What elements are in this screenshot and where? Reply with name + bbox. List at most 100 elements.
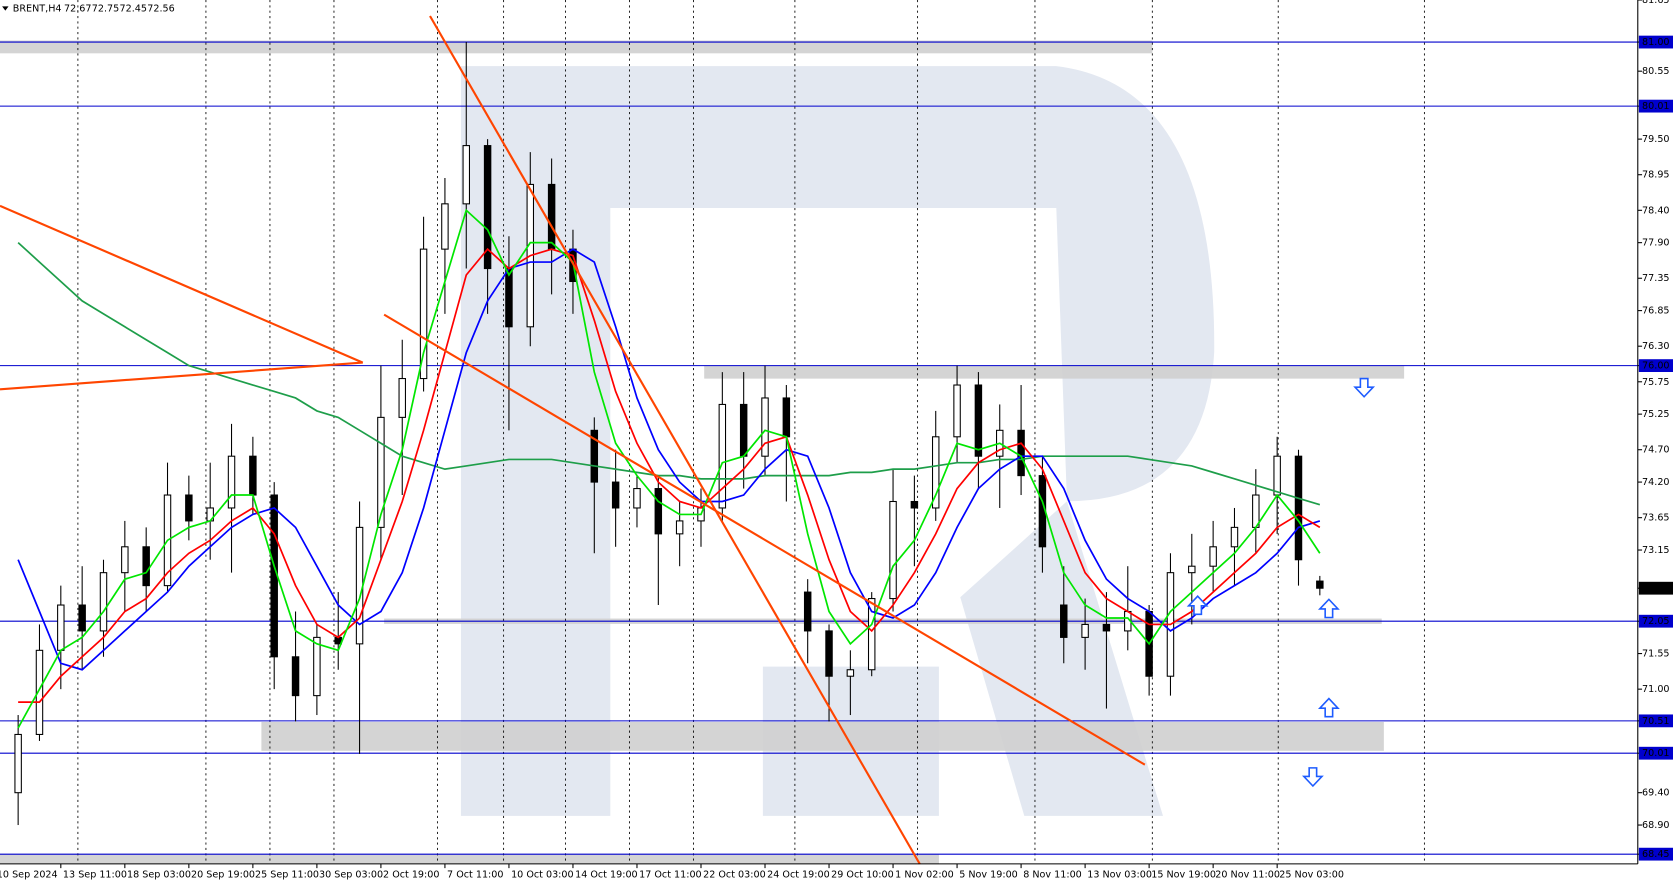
- y-tick-label: 79.50: [1642, 134, 1669, 145]
- y-tick-box: [1638, 746, 1673, 760]
- x-tick-label: 20 Nov 11:00: [1215, 870, 1280, 881]
- candle-body: [547, 183, 556, 250]
- y-tick-label: 77.35: [1642, 273, 1669, 284]
- candle-body: [1060, 604, 1068, 638]
- ohlc-open: 72.67: [64, 4, 91, 15]
- y-tick-label: 68.45: [1642, 849, 1669, 860]
- x-tick-label: 13 Sep 11:00: [63, 870, 127, 881]
- y-tick-label: 78.95: [1642, 170, 1669, 181]
- x-tick-label: 8 Nov 11:00: [1023, 870, 1082, 881]
- candle-body: [355, 526, 364, 645]
- x-tick-label: 1 Nov 02:00: [895, 870, 954, 881]
- y-tick-label: 80.55: [1642, 66, 1669, 77]
- candle-body: [185, 494, 193, 522]
- x-tick-label: 30 Sep 03:00: [319, 870, 383, 881]
- period-separators: [77, 0, 1425, 864]
- candle-body: [1102, 623, 1111, 632]
- candle-body: [78, 604, 86, 632]
- candle-body: [35, 649, 44, 735]
- x-tick-label: 13 Nov 03:00: [1087, 870, 1152, 881]
- moving-average: [17, 242, 1321, 506]
- candle-body: [377, 416, 385, 528]
- x-tick-label: 5 Nov 19:00: [959, 870, 1018, 881]
- x-tick-label: 25 Nov 03:00: [1279, 870, 1344, 881]
- y-tick-label: 76.00: [1642, 361, 1669, 372]
- trend-lines: [0, 15, 1146, 865]
- y-tick-box: [1638, 714, 1673, 728]
- arrows: [1186, 377, 1376, 788]
- marks: [14, 42, 1324, 826]
- ohlc-high: 72.75: [92, 4, 119, 15]
- x-tick-label: 15 Nov 19:00: [1151, 870, 1216, 881]
- candle-body: [142, 546, 150, 587]
- y-tick-box: [1638, 614, 1673, 628]
- candle-body: [1273, 455, 1281, 496]
- x-tick-label: 2 Oct 19:00: [383, 870, 439, 881]
- candle-body: [803, 591, 812, 632]
- y-tick-box: [1638, 35, 1673, 49]
- y-tick-label: 75.25: [1642, 409, 1669, 420]
- x-tick-label: 24 Oct 19:00: [767, 870, 830, 881]
- y-tick-label: 70.01: [1642, 748, 1669, 759]
- x-tick-label: 18 Sep 03:00: [127, 870, 191, 881]
- y-tick-label: 70.51: [1642, 716, 1669, 727]
- zones: [0, 40, 1405, 864]
- candle-body: [718, 403, 727, 509]
- y-tick-box: [1638, 581, 1673, 595]
- x-tick-label: 25 Sep 11:00: [255, 870, 319, 881]
- candle-body: [739, 403, 748, 457]
- x-tick-label: 7 Oct 11:00: [447, 870, 503, 881]
- candle-body: [633, 488, 641, 509]
- candle-body: [505, 268, 513, 328]
- moving-average: [17, 208, 1321, 729]
- candle-body: [590, 429, 599, 483]
- ohlc-close: 72.56: [147, 4, 174, 15]
- candle-body: [462, 145, 470, 205]
- x-tick-label: 20 Sep 19:00: [191, 870, 255, 881]
- y-tick-label: 69.40: [1642, 788, 1669, 799]
- candle-body: [1017, 429, 1025, 477]
- x-tick-label: 22 Oct 03:00: [703, 870, 766, 881]
- y-tick-label: 76.85: [1642, 306, 1669, 317]
- y-tick-label: 74.20: [1642, 477, 1669, 488]
- y-tick-label: 80.01: [1642, 101, 1669, 112]
- candle-body: [867, 598, 876, 671]
- candle-body: [654, 488, 663, 535]
- x-tick-label: 10 Oct 03:00: [511, 870, 574, 881]
- y-tick-label: 72.56: [1642, 583, 1669, 594]
- candle-body: [953, 384, 961, 438]
- y-tick-label: 75.75: [1642, 377, 1669, 388]
- candle-body: [57, 604, 65, 651]
- candle-body: [889, 500, 897, 600]
- candle-body: [227, 455, 236, 509]
- candle-body: [441, 203, 449, 250]
- y-tick-label: 73.15: [1642, 545, 1669, 556]
- candle-body: [398, 378, 406, 418]
- chart-title: BRENT,H4: [13, 4, 62, 15]
- y-tick-label: 72.05: [1642, 616, 1669, 627]
- ohlc-low: 72.45: [120, 4, 147, 15]
- y-tick-box: [1638, 99, 1673, 113]
- y-tick-label: 81.65: [1642, 0, 1669, 6]
- candle-body: [99, 572, 108, 632]
- candle-body: [974, 384, 983, 457]
- candle-body: [910, 500, 919, 509]
- y-tick-label: 68.90: [1642, 820, 1669, 831]
- candle-body: [1081, 623, 1089, 638]
- candle-body: [846, 669, 855, 677]
- x-tick-label: 17 Oct 11:00: [639, 870, 702, 881]
- moving-average: [18, 247, 1321, 703]
- candle-body: [611, 481, 620, 509]
- y-tick-label: 74.70: [1642, 445, 1669, 456]
- y-tick-label: 73.65: [1642, 513, 1669, 524]
- candle-body: [1316, 580, 1324, 589]
- candle-body: [483, 145, 492, 270]
- candle-body: [1209, 546, 1217, 567]
- y-tick-label: 78.40: [1642, 205, 1669, 216]
- candle-body: [1230, 526, 1239, 548]
- y-tick-label: 77.90: [1642, 238, 1669, 249]
- candle-body: [931, 436, 940, 509]
- candle-body: [121, 546, 129, 574]
